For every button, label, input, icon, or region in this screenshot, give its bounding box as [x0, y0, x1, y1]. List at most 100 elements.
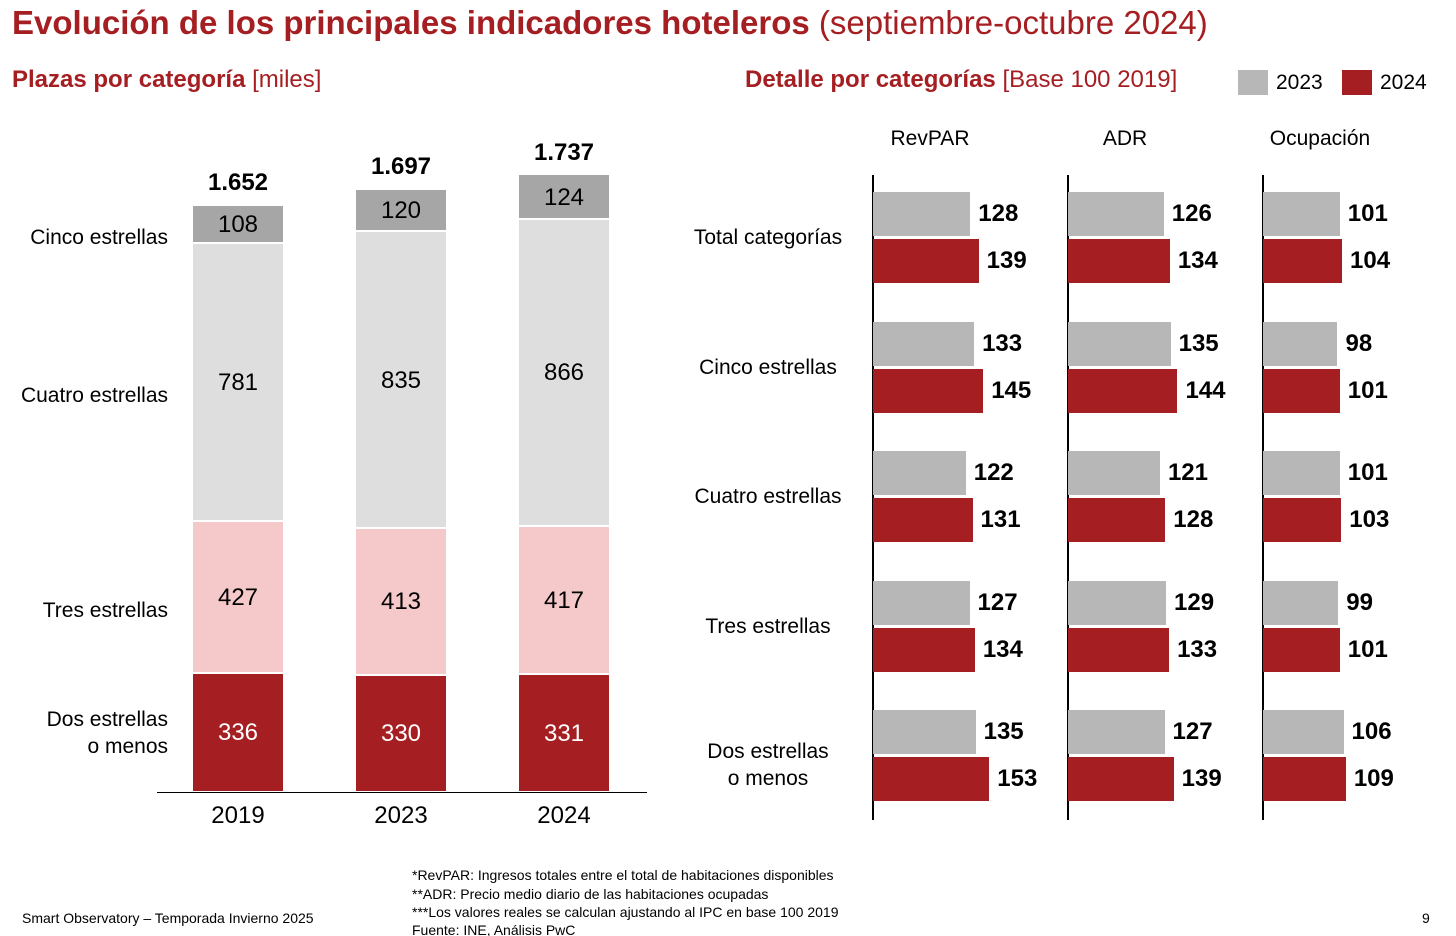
value-label: 427: [217, 583, 259, 611]
row-label: Cinco estrellas: [699, 355, 837, 379]
bar: [1068, 321, 1171, 366]
bar: [1068, 580, 1167, 625]
total-label: 1.652: [207, 169, 269, 197]
footnote: ***Los valores reales se calculan ajusta…: [412, 904, 839, 920]
value-label: 135: [983, 718, 1024, 745]
bar: [873, 498, 973, 542]
bar: [1263, 321, 1338, 366]
x-tick-label: 2023: [374, 802, 428, 829]
bar: [1068, 451, 1160, 495]
row-label: Tres estrellas: [705, 614, 831, 638]
value-label: 103: [1349, 506, 1390, 533]
row-label: Cuatro estrellas: [694, 485, 842, 508]
bar-segment: [519, 675, 609, 791]
bar-segment: [193, 673, 283, 791]
row-label: Cuatro estrellas: [20, 384, 168, 408]
panel-axis: [872, 175, 874, 820]
value-label: 781: [217, 369, 259, 397]
value-label: 133: [1177, 635, 1218, 663]
bar: [1068, 627, 1170, 672]
panel-axis: [1067, 175, 1069, 820]
value-label: 139: [1181, 765, 1222, 792]
chart-title: Plazas por categoría [miles]: [12, 66, 321, 94]
value-label: 120: [380, 197, 422, 225]
value-label: 106: [1351, 718, 1392, 745]
value-label: 104: [1350, 247, 1391, 274]
bar: [1263, 239, 1343, 283]
slide-title: Evolución de los principales indicadores…: [12, 4, 1208, 42]
value-label: 835: [380, 366, 422, 394]
legend-swatch: [1342, 70, 1372, 95]
value-label: 330: [380, 720, 422, 748]
value-label: 98: [1345, 329, 1373, 357]
value-label: 101: [1347, 459, 1388, 486]
value-label: 134: [982, 635, 1023, 663]
title-period: (septiembre-octubre 2024): [818, 4, 1208, 41]
row-label: Total categorías: [693, 226, 843, 249]
row-label: Dos estrellas o menos: [46, 708, 168, 759]
value-label: 153: [997, 765, 1038, 792]
value-label: 139: [986, 247, 1027, 274]
footnote: *RevPAR: Ingresos totales entre el total…: [412, 867, 834, 883]
chart-title-main: Detalle por categorías: [745, 66, 996, 93]
panel-title: ADR: [1102, 127, 1148, 150]
value-label: 331: [543, 720, 585, 748]
chart-title-main: Plazas por categoría: [12, 66, 246, 93]
row-label: Cinco estrellas: [30, 226, 168, 250]
footnote: Fuente: INE, Análisis PwC: [412, 922, 576, 936]
panel-title: RevPAR: [890, 127, 970, 150]
value-label: 121: [1167, 459, 1208, 486]
page-number: 9: [1422, 910, 1430, 926]
value-label: 145: [991, 376, 1032, 404]
value-label: 124: [543, 183, 585, 211]
bar: [873, 710, 976, 754]
bar: [873, 627, 975, 672]
value-label: 144: [1185, 376, 1226, 404]
value-label: 129: [1174, 588, 1215, 616]
legend-label: 2023: [1276, 71, 1323, 94]
bar-segment: [193, 244, 283, 520]
value-label: 99: [1346, 588, 1373, 616]
bar-segment: [356, 232, 446, 527]
total-label: 1.737: [533, 138, 595, 166]
value-label: 127: [1172, 718, 1213, 745]
bar: [873, 580, 970, 625]
bar: [1068, 757, 1174, 801]
x-tick-label: 2019: [211, 802, 265, 829]
bar: [1263, 627, 1340, 672]
bar-segment: [519, 175, 609, 218]
value-label: 135: [1178, 329, 1219, 357]
bar: [1263, 498, 1342, 542]
bar-segment: [356, 529, 446, 674]
legend-label: 2024: [1380, 71, 1427, 94]
bar: [1263, 580, 1339, 625]
bar: [873, 451, 966, 495]
legend-swatch: [1238, 70, 1268, 95]
value-label: 336: [217, 719, 259, 747]
footnote: **ADR: Precio medio diario de las habita…: [412, 886, 769, 902]
value-label: 128: [978, 200, 1019, 227]
bar: [873, 757, 990, 801]
value-label: 122: [973, 459, 1014, 486]
value-label: 101: [1347, 376, 1388, 404]
value-label: 134: [1177, 247, 1218, 274]
value-label: 133: [982, 329, 1023, 357]
bar: [873, 368, 984, 413]
bar-segment: [356, 189, 446, 231]
chart-unit: [Base 100 2019]: [1002, 66, 1178, 93]
value-label: 127: [977, 588, 1018, 616]
bar-segment: [519, 527, 609, 674]
x-tick-label: 2024: [537, 802, 591, 829]
bar: [1263, 757, 1346, 801]
value-label: 101: [1347, 635, 1388, 663]
bar: [1263, 368, 1340, 413]
bar: [1068, 239, 1170, 283]
bar: [1068, 498, 1166, 542]
row-label: Dos estrellas o menos: [707, 740, 829, 790]
total-label: 1.697: [370, 153, 432, 181]
bar-segment: [519, 219, 609, 526]
value-label: 417: [543, 587, 585, 615]
value-label: 109: [1353, 765, 1394, 792]
panel-axis: [1262, 175, 1264, 820]
